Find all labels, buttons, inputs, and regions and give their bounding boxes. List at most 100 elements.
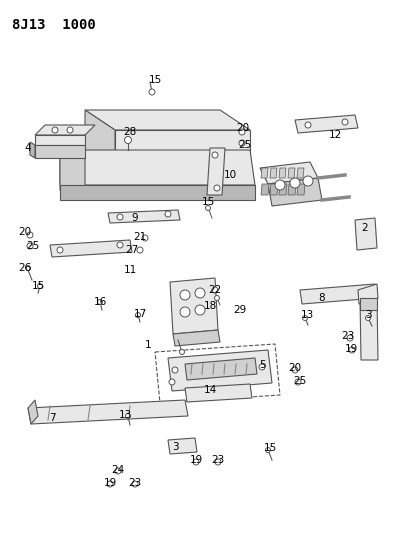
Circle shape <box>180 307 190 317</box>
Polygon shape <box>358 284 378 304</box>
Text: 23: 23 <box>341 331 355 341</box>
Polygon shape <box>268 178 322 206</box>
Text: 18: 18 <box>203 301 217 311</box>
Polygon shape <box>173 330 220 346</box>
Circle shape <box>132 481 138 487</box>
Circle shape <box>27 232 33 238</box>
Text: 15: 15 <box>201 197 215 207</box>
Circle shape <box>165 211 171 217</box>
Text: 17: 17 <box>133 309 147 319</box>
Text: 13: 13 <box>118 410 132 420</box>
Circle shape <box>206 206 210 211</box>
Polygon shape <box>28 400 188 424</box>
Circle shape <box>215 459 221 465</box>
Polygon shape <box>279 168 286 178</box>
Circle shape <box>275 180 285 190</box>
Text: 26: 26 <box>18 263 32 273</box>
Text: 9: 9 <box>132 213 138 223</box>
Text: 19: 19 <box>103 478 117 488</box>
Circle shape <box>117 214 123 220</box>
Text: 11: 11 <box>123 265 137 275</box>
Circle shape <box>142 235 148 241</box>
Text: 8J13  1000: 8J13 1000 <box>12 18 96 32</box>
Text: 28: 28 <box>123 127 137 137</box>
Circle shape <box>214 185 220 191</box>
Circle shape <box>57 247 63 253</box>
Text: 10: 10 <box>223 170 237 180</box>
Circle shape <box>126 414 130 418</box>
Polygon shape <box>185 384 252 402</box>
Circle shape <box>195 288 205 298</box>
Circle shape <box>239 140 245 146</box>
Circle shape <box>193 459 199 465</box>
Text: 15: 15 <box>263 443 277 453</box>
Circle shape <box>295 379 301 385</box>
Circle shape <box>97 300 103 304</box>
Circle shape <box>265 448 271 453</box>
Polygon shape <box>207 148 225 195</box>
Text: 24: 24 <box>112 465 124 475</box>
Polygon shape <box>60 185 255 200</box>
Circle shape <box>180 290 190 300</box>
Text: 21: 21 <box>133 232 147 242</box>
Polygon shape <box>108 210 180 223</box>
Text: 16: 16 <box>93 297 107 307</box>
Text: 13: 13 <box>301 310 314 320</box>
Polygon shape <box>300 284 377 304</box>
Polygon shape <box>30 142 35 158</box>
Circle shape <box>212 152 218 158</box>
Text: 25: 25 <box>238 140 252 150</box>
Circle shape <box>212 287 218 293</box>
Polygon shape <box>35 135 85 145</box>
Text: 20: 20 <box>288 363 301 373</box>
Polygon shape <box>260 162 318 184</box>
Polygon shape <box>28 400 38 424</box>
Polygon shape <box>270 168 277 178</box>
Text: 19: 19 <box>344 344 358 354</box>
Text: 22: 22 <box>208 285 222 295</box>
Polygon shape <box>170 278 218 334</box>
Circle shape <box>67 127 73 133</box>
Circle shape <box>172 367 178 373</box>
Polygon shape <box>60 150 255 185</box>
Text: 25: 25 <box>26 241 40 251</box>
Circle shape <box>38 284 42 288</box>
Polygon shape <box>85 110 250 130</box>
Circle shape <box>169 379 175 385</box>
Text: 29: 29 <box>234 305 246 315</box>
Polygon shape <box>115 130 250 175</box>
Polygon shape <box>288 168 295 178</box>
Polygon shape <box>355 218 377 250</box>
Polygon shape <box>261 184 269 195</box>
Polygon shape <box>261 168 268 178</box>
Circle shape <box>215 295 219 301</box>
Polygon shape <box>168 350 272 391</box>
Circle shape <box>149 89 155 95</box>
Polygon shape <box>360 298 377 310</box>
Circle shape <box>27 243 33 249</box>
Text: 23: 23 <box>211 455 225 465</box>
Circle shape <box>305 122 311 128</box>
Polygon shape <box>279 184 287 195</box>
Polygon shape <box>288 184 296 195</box>
Text: 27: 27 <box>125 245 139 255</box>
Text: 20: 20 <box>19 227 32 237</box>
Circle shape <box>137 247 143 253</box>
Text: 2: 2 <box>362 223 368 233</box>
Text: 8: 8 <box>319 293 325 303</box>
Circle shape <box>290 178 300 188</box>
Polygon shape <box>168 438 197 454</box>
Text: 3: 3 <box>172 442 178 452</box>
Circle shape <box>117 242 123 248</box>
Text: 3: 3 <box>365 310 371 320</box>
Text: 1: 1 <box>145 340 152 350</box>
Text: 15: 15 <box>148 75 162 85</box>
Circle shape <box>25 265 30 271</box>
Text: 14: 14 <box>203 385 217 395</box>
Text: 7: 7 <box>49 413 55 423</box>
Polygon shape <box>295 115 358 133</box>
Circle shape <box>259 364 265 370</box>
Circle shape <box>179 350 185 354</box>
Polygon shape <box>185 358 257 380</box>
Polygon shape <box>270 184 278 195</box>
